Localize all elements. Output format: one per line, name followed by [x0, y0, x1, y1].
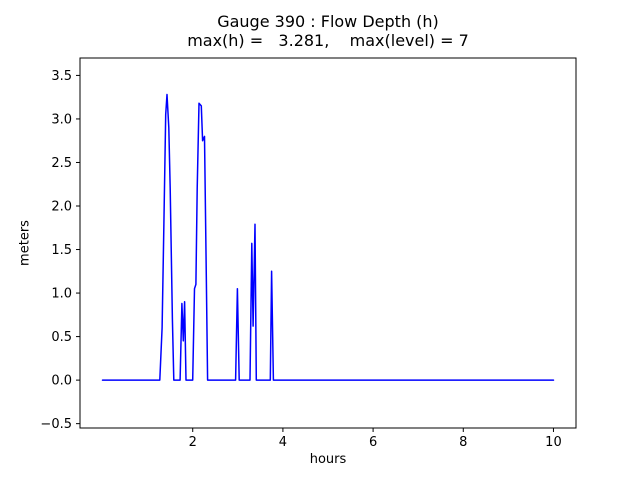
y-tick-label: 3.0 [51, 112, 72, 127]
axes-frame [79, 57, 577, 429]
x-tick-label: 2 [189, 435, 197, 450]
y-tick-label: 0.5 [51, 330, 72, 345]
x-tick-label: 10 [545, 435, 562, 450]
y-tick-label: 3.5 [51, 69, 72, 84]
y-tick-label: 2.0 [51, 200, 72, 215]
y-tick-label: 2.5 [51, 156, 72, 171]
x-tick-label: 6 [369, 435, 377, 450]
x-tick-label: 4 [279, 435, 287, 450]
x-tick-label: 8 [459, 435, 467, 450]
chart-title: Gauge 390 : Flow Depth (h) [217, 12, 439, 31]
y-tick-label: 0.0 [51, 374, 72, 389]
chart-subtitle: max(h) = 3.281, max(level) = 7 [187, 31, 469, 50]
chart-title-block: Gauge 390 : Flow Depth (h) max(h) = 3.28… [80, 12, 576, 50]
y-tick-label: −0.5 [40, 417, 72, 432]
y-tick-label: 1.5 [51, 243, 72, 258]
x-axis-label: hours [309, 452, 347, 467]
data-line-flow_depth_h [101, 93, 555, 381]
y-tick-label: 1.0 [51, 287, 72, 302]
